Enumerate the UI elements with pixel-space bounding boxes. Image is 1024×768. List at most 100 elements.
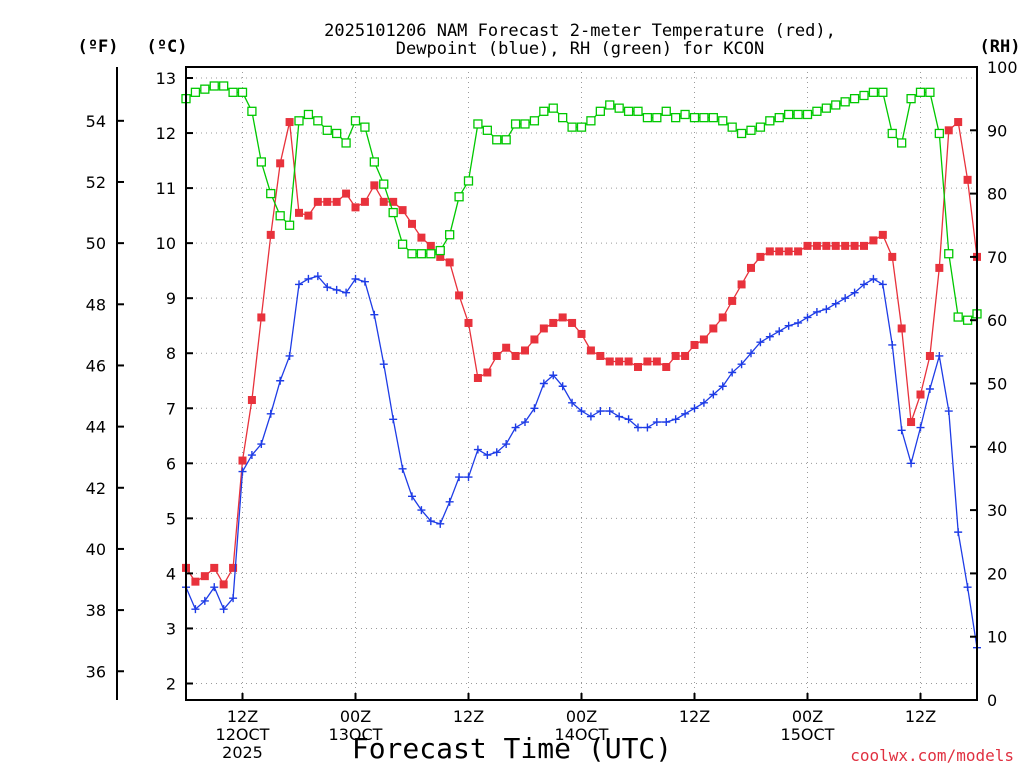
rh-point [397,239,408,249]
dewpoint-point [709,390,718,399]
x-tick-label: 13OCT [329,725,383,744]
dewpoint-point [812,307,821,316]
temperature-point [426,241,435,250]
fahrenheit-unit-label: (ºF) [78,37,119,57]
temperature-series [182,118,981,589]
dewpoint-point [737,360,746,369]
rh-point [407,249,417,259]
rh-point [849,94,860,104]
rh-point [831,100,841,110]
x-tick-label: 14OCT [555,725,609,744]
dewpoint-point [860,280,868,289]
dewpoint-point [671,415,680,424]
dewpoint-point [398,464,407,473]
temperature-point [558,313,567,322]
rh-point [623,106,634,116]
dewpoint-point [869,274,878,283]
temperature-point [586,346,595,355]
rh-point [953,312,963,322]
temperature-point [747,263,755,272]
temperature-point [615,357,624,366]
celsius-unit-label: (ºC) [147,37,188,57]
rh-point [501,135,511,145]
dewpoint-series [182,272,981,652]
rh-point [652,112,662,123]
temperature-point [605,357,614,366]
rh-point [256,157,266,167]
rh-point [200,84,210,94]
series-layer [181,81,982,652]
dewpoint-point [577,407,586,416]
fahrenheit-tick-label: 36 [86,662,106,681]
dewpoint-point [718,382,727,391]
dewpoint-point [897,426,906,435]
rh-point [746,125,756,135]
dewpoint-point [944,407,953,416]
temperature-point [577,329,586,338]
celsius-tick-label: 13 [156,69,176,88]
rh-point [341,138,351,148]
temperature-point [690,340,699,349]
temperature-point [709,324,718,333]
dewpoint-point [747,349,755,358]
rh-point [699,112,709,123]
rh-point [784,109,794,120]
temperature-point [511,351,520,360]
rh-point [558,112,568,123]
fahrenheit-tick-label: 54 [86,112,106,131]
dewpoint-point [878,280,887,289]
dewpoint-point [229,594,238,603]
dewpoint-point [662,418,671,427]
dewpoint-point [831,299,840,308]
celsius-tick-label: 6 [166,454,176,473]
rh-point [529,116,540,126]
rh-point [878,87,888,97]
dewpoint-point [916,423,925,432]
dewpoint-point [511,423,520,432]
rh-point [793,109,803,120]
dewpoint-point [549,371,558,380]
rh-point [520,119,530,129]
rh-point [944,249,954,259]
rh-point [859,90,869,101]
temperature-point [464,318,473,327]
temperature-point [398,206,407,215]
temperature-point [332,197,341,206]
dewpoint-point [681,409,690,418]
temperature-point [539,324,548,333]
rh-point [294,116,304,126]
fahrenheit-tick-label: 52 [86,173,106,192]
dewpoint-point [925,385,934,394]
rh-point [868,87,879,97]
rh-series [181,81,982,325]
temperature-point [897,324,906,333]
dewpoint-point [530,404,539,413]
dewpoint-point [794,318,803,327]
rh-point [595,106,605,116]
dewpoint-point [210,583,219,592]
temperature-point [342,189,351,198]
temperature-point [869,236,878,245]
temperature-point [492,351,501,360]
temperature-point [549,318,558,327]
temperature-point [266,230,275,239]
rh-tick-label: 30 [987,501,1007,520]
celsius-tick-label: 10 [156,234,176,253]
rh-point [228,87,238,97]
temperature-point [963,175,972,184]
temperature-point [765,247,774,256]
temperature-point [671,351,680,360]
dewpoint-point [568,398,577,407]
dewpoint-point [888,340,897,349]
dewpoint-point [765,332,774,341]
temperature-point [530,335,539,344]
celsius-tick-label: 11 [156,179,176,198]
rh-point [680,109,690,120]
temperature-point [276,159,285,168]
dewpoint-point [426,517,435,526]
rh-tick-label: 20 [987,564,1007,583]
temperature-point [408,219,416,228]
x-tick-label: 15OCT [781,725,835,744]
dewpoint-point [200,596,209,605]
x-axis-label: Forecast Time (UTC) [352,732,672,765]
